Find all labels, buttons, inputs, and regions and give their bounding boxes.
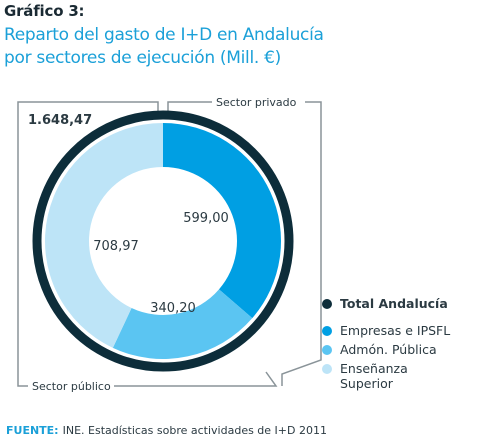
legend-marker-empresas (322, 326, 332, 336)
private-bracket-line (167, 101, 322, 386)
figure-label: Gráfico 3: (4, 2, 85, 20)
legend-marker-total (322, 299, 332, 309)
public-bracket-line (17, 101, 278, 387)
chart-title-line-1: Reparto del gasto de I+D en Andalucía (4, 25, 324, 45)
source-text: INE. Estadísticas sobre actividades de I… (62, 424, 327, 437)
total-value-label: 1.648,47 (28, 113, 92, 128)
legend: Total Andalucía Empresas e IPSFL Admón. … (322, 296, 450, 391)
slice-value-label-ensenanza: 708,97 (93, 239, 139, 254)
legend-label-admon: Admón. Pública (340, 342, 437, 357)
public-sector-bracket: Sector público (17, 101, 278, 393)
slice-value-label-admon: 340,20 (150, 301, 196, 316)
donut-slice-ensenanza (44, 123, 163, 348)
private-sector-bracket: Sector privado (167, 96, 322, 386)
legend-label-ensenanza-line-1: Enseñanza (340, 361, 408, 376)
donut-slice-empresas (163, 123, 281, 319)
legend-label-ensenanza-line-2: Superior (340, 376, 394, 391)
legend-label-total: Total Andalucía (340, 296, 448, 311)
legend-marker-admon (322, 345, 332, 355)
source-note: FUENTE: INE. Estadísticas sobre actividad… (6, 424, 327, 437)
private-sector-label: Sector privado (216, 96, 297, 109)
public-sector-label: Sector público (32, 380, 111, 393)
donut-slice-admon (112, 289, 253, 360)
legend-marker-ensenanza (322, 364, 332, 374)
chart-title-line-2: por sectores de ejecución (Mill. €) (4, 48, 281, 68)
source-key: FUENTE: (6, 424, 59, 437)
legend-label-empresas: Empresas e IPSFL (340, 323, 450, 338)
slice-value-label-empresas: 599,00 (183, 211, 229, 226)
donut-slices (44, 123, 281, 360)
total-ring (32, 110, 294, 372)
